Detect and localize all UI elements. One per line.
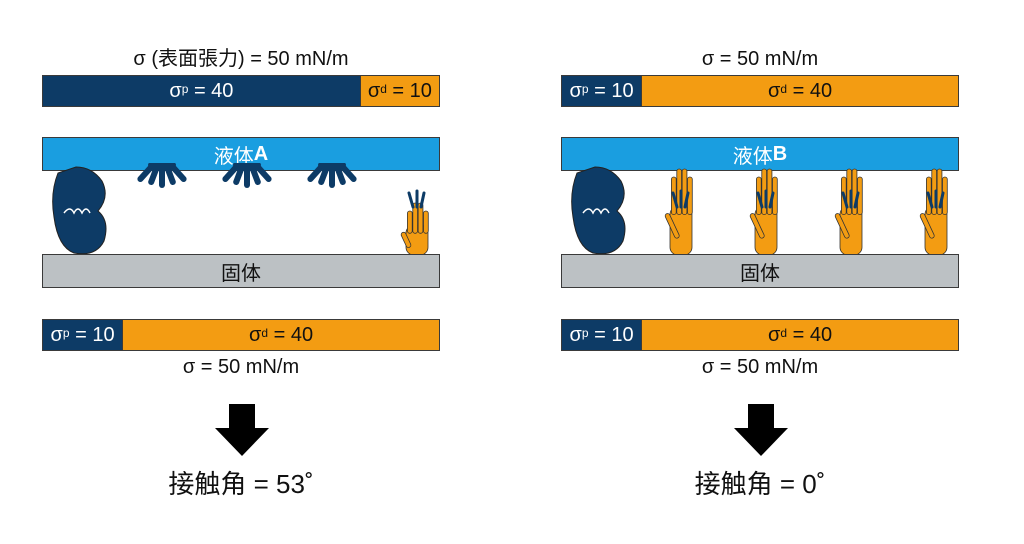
solid-layer: 固体: [561, 254, 959, 288]
liquid-id: A: [253, 142, 269, 165]
liquid-b-hands: [571, 166, 948, 256]
contact-angle-b-result: 接触角 = 0˚: [694, 469, 826, 499]
dispersive-value: = 40: [268, 323, 314, 346]
down-arrow-icon: [734, 404, 788, 456]
polar-sup: p: [581, 326, 589, 340]
dispersive-hand-icon: [834, 168, 863, 256]
dispersive-hand-icon: [919, 168, 948, 256]
solid-label: 固体: [740, 262, 780, 285]
solid-layer: 固体: [42, 254, 440, 288]
polar-hand-icon: [52, 166, 107, 255]
solid-b-surface-tension-caption: σ = 50 mN/m: [701, 356, 819, 378]
dispersive-hand-icon: [664, 168, 693, 256]
dispersive-sup: d: [780, 326, 788, 340]
liquid-a-surface-tension-caption: σ (表面張力) = 50 mN/m: [133, 48, 349, 70]
dispersive-symbol: σ: [768, 323, 781, 346]
dispersive-value: = 10: [386, 79, 432, 102]
polar-symbol: σ: [569, 323, 582, 346]
polar-symbol: σ: [569, 79, 582, 102]
dispersive-sup: d: [780, 82, 788, 96]
dispersive-symbol: σ: [768, 79, 781, 102]
dispersive-hand-icon: [400, 189, 429, 256]
dispersive-symbol: σ: [249, 323, 262, 346]
polar-value: = 10: [588, 323, 634, 346]
polar-symbol: σ: [169, 79, 182, 102]
polar-value: = 10: [588, 79, 634, 102]
down-arrow-icon: [215, 404, 269, 456]
dispersive-symbol: σ: [367, 79, 381, 102]
polar-sup: p: [62, 326, 70, 340]
solid-label: 固体: [221, 262, 261, 285]
dispersive-value: = 40: [787, 79, 833, 102]
polar-sup: p: [181, 82, 189, 96]
liquid-b-surface-tension-caption: σ = 50 mN/m: [701, 48, 819, 70]
polar-hand-icon: [137, 163, 187, 188]
dispersive-hand-icon: [749, 168, 778, 256]
polar-symbol: σ: [50, 323, 63, 346]
dispersive-value: = 40: [787, 323, 833, 346]
polar-hand-icon: [571, 166, 626, 255]
liquid-b-layer: 液体 B: [561, 137, 959, 171]
dispersive-sup: d: [380, 82, 387, 96]
polar-value: = 40: [188, 79, 234, 102]
polar-value: = 10: [69, 323, 115, 346]
liquid-label: 液体: [213, 145, 254, 168]
contact-angle-a-result: 接触角 = 53˚: [168, 469, 314, 499]
solid-a-surface-tension-caption: σ = 50 mN/m: [182, 356, 300, 378]
dispersive-sup: d: [261, 326, 269, 340]
polar-sup: p: [581, 82, 589, 96]
liquid-label: 液体: [732, 145, 773, 168]
liquid-a-hands: [52, 163, 429, 256]
polar-hand-icon: [307, 163, 357, 188]
liquid-id: B: [772, 142, 788, 165]
polar-hand-icon: [222, 163, 272, 188]
